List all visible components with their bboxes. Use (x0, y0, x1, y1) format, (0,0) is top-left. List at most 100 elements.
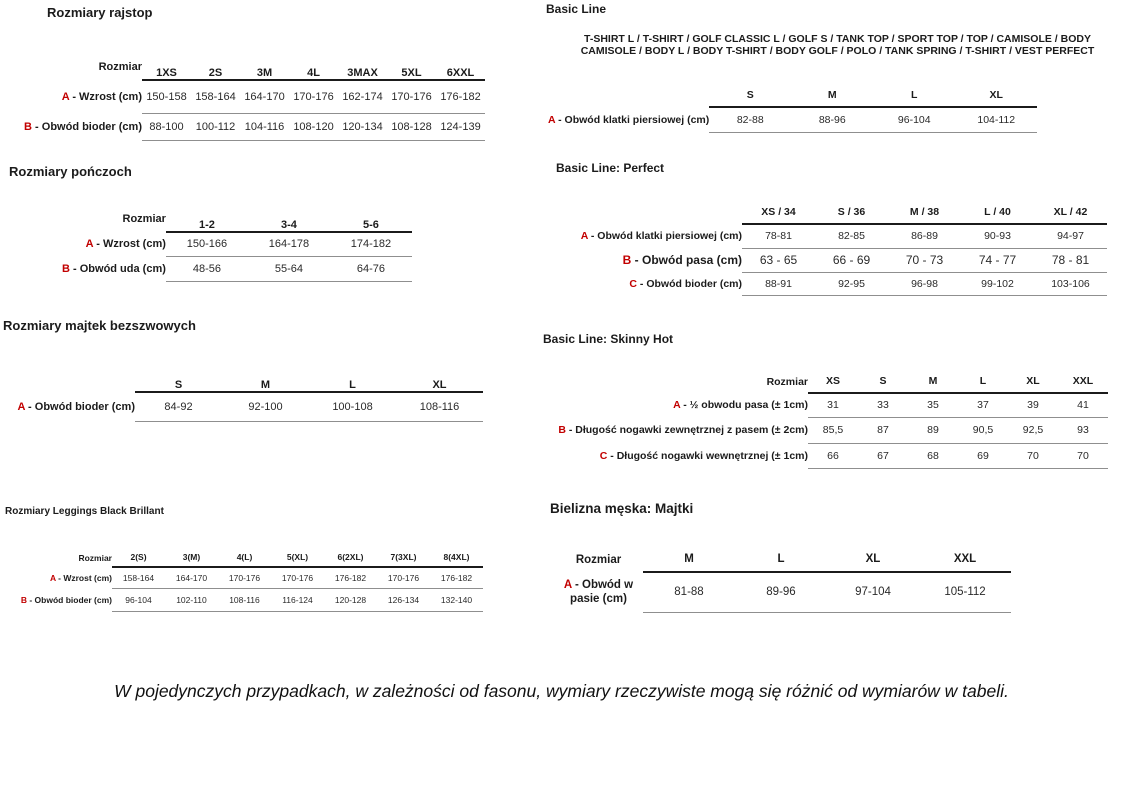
basic-line-size-table: S M L XL A - Obwód klatki piersiowej (cm… (548, 86, 1038, 133)
size-value: 124-139 (436, 113, 485, 141)
column-header: XL (396, 368, 483, 393)
size-value: 86-89 (888, 224, 961, 249)
size-label-empty (548, 86, 709, 107)
basic-line-product-list: T-SHIRT L / T-SHIRT / GOLF CLASSIC L / G… (560, 33, 1115, 57)
column-header: XL / 42 (1034, 203, 1107, 225)
size-value: 88-96 (791, 107, 874, 133)
row-letter: A (85, 238, 94, 250)
size-value: 164-170 (165, 567, 218, 589)
row-label-text: - Obwód bioder (cm) (29, 594, 112, 605)
size-value: 94-97 (1034, 224, 1107, 249)
size-value: 88-100 (142, 113, 191, 141)
column-header: 3-4 (247, 207, 330, 233)
row-label: A - Obwód bioder (cm) (3, 392, 135, 421)
row-label-text: - Długość nogawki wewnętrznej (± 1cm) (610, 449, 808, 462)
size-value: 100-112 (191, 113, 240, 141)
size-value: 96-104 (873, 107, 956, 133)
row-label-text: - ½ obwodu pasa (± 1cm) (683, 399, 808, 411)
column-header: 5XL (387, 54, 436, 81)
size-value: 104-112 (955, 107, 1038, 133)
size-value: 170-176 (218, 567, 271, 589)
row-letter: B (24, 120, 32, 133)
row-label-text: - Obwód bioder (cm) (639, 277, 742, 290)
row-letter: C (629, 277, 637, 290)
column-header: 7(3XL) (377, 548, 430, 568)
size-value: 85,5 (808, 417, 858, 444)
column-header: S (135, 368, 222, 393)
column-header: L (873, 86, 956, 108)
size-value: 174-182 (329, 232, 412, 257)
column-header: XXL (919, 549, 1011, 573)
size-value: 78-81 (742, 224, 815, 249)
row-label: B - Obwód pasa (cm) (548, 248, 742, 272)
section-title-majtek: Rozmiary majtek bezszwowych (3, 318, 196, 333)
column-header: XL (827, 549, 919, 573)
row-label: A - Obwód klatki piersiowej (cm) (548, 107, 709, 132)
size-value: 70 (1008, 443, 1058, 469)
column-header: XS / 34 (742, 203, 815, 225)
size-value: 92-95 (815, 272, 888, 296)
size-value: 88-91 (742, 272, 815, 296)
size-value: 108-116 (218, 588, 271, 612)
column-header: XXL (1058, 372, 1108, 394)
perfect-size-table: XS / 34 S / 36 M / 38 L / 40 XL / 42 A -… (548, 203, 1107, 296)
column-header: 3M (240, 54, 289, 81)
size-value: 68 (908, 443, 958, 469)
row-label: A - Obwód w pasie (cm) (558, 572, 643, 612)
row-label-text: - Obwód klatki piersiowej (cm) (590, 230, 742, 242)
size-value: 99-102 (961, 272, 1034, 296)
column-header: S (858, 372, 908, 394)
row-letter: A (61, 90, 70, 103)
column-header: S / 36 (815, 203, 888, 225)
row-label-text: - Obwód bioder (cm) (35, 120, 142, 133)
product-list-line: T-SHIRT L / T-SHIRT / GOLF CLASSIC L / G… (584, 33, 1091, 45)
column-header: 3MAX (338, 54, 387, 81)
column-header: 5(XL) (271, 548, 324, 568)
size-value: 39 (1008, 393, 1058, 418)
size-value: 81-88 (643, 572, 735, 613)
size-value: 176-182 (436, 80, 485, 114)
column-header: M (791, 86, 874, 108)
column-header: L (958, 372, 1008, 394)
size-value: 164-170 (240, 80, 289, 114)
row-label-text: - Wzrost (cm) (58, 572, 112, 583)
size-value: 158-164 (191, 80, 240, 114)
size-value: 176-182 (324, 567, 377, 589)
size-value: 100-108 (309, 392, 396, 422)
ponczoch-size-table: Rozmiar 1-2 3-4 5-6 A - Wzrost (cm) 150-… (62, 207, 412, 282)
column-header: XS (808, 372, 858, 394)
size-value: 66 - 69 (815, 248, 888, 273)
column-header: 4L (289, 54, 338, 81)
product-list-line: CAMISOLE / BODY L / BODY T-SHIRT / BODY … (580, 44, 1095, 57)
row-label: C - Obwód bioder (cm) (548, 272, 742, 295)
column-header: L (309, 368, 396, 393)
column-header: L (735, 549, 827, 573)
size-value: 104-116 (240, 113, 289, 141)
column-header: 6XXL (436, 54, 485, 81)
rajstop-size-table: Rozmiar 1XS 2S 3M 4L 3MAX 5XL 6XXL A - W… (12, 54, 485, 141)
size-value: 31 (808, 393, 858, 418)
column-header: XL (1008, 372, 1058, 394)
size-value: 150-166 (165, 232, 248, 257)
size-value: 48-56 (165, 256, 248, 282)
size-value: 116-124 (271, 588, 324, 612)
section-title-basic-line: Basic Line (546, 2, 607, 16)
size-value: 66 (808, 443, 858, 469)
section-title-majtki: Bielizna męska: Majtki (550, 501, 694, 516)
size-value: 82-85 (815, 224, 888, 249)
row-letter: A (580, 230, 588, 242)
row-label-text: - Wzrost (cm) (72, 90, 142, 103)
size-value: 89 (908, 417, 958, 444)
size-value: 162-174 (338, 80, 387, 114)
size-value: 108-116 (396, 392, 483, 422)
row-label-text: - Długość nogawki zewnętrznej z pasem (±… (568, 424, 808, 436)
size-value: 87 (858, 417, 908, 444)
column-header: 1-2 (165, 207, 248, 233)
size-value: 102-110 (165, 588, 218, 612)
size-value: 108-128 (387, 113, 436, 141)
row-label-text: - Obwód w pasie (cm) (570, 579, 634, 605)
size-label: Rozmiar (98, 61, 142, 73)
size-value: 70 (1058, 443, 1108, 469)
size-value: 170-176 (289, 80, 338, 114)
size-value: 132-140 (430, 588, 483, 612)
